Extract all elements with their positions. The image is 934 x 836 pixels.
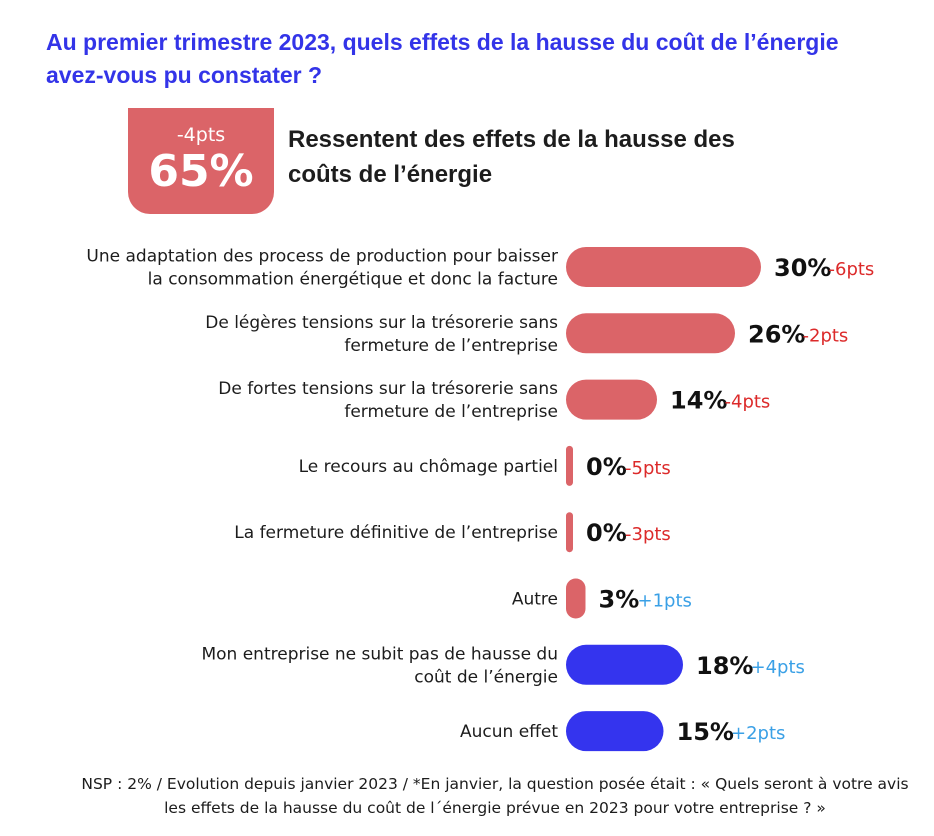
bar <box>566 512 573 553</box>
bar <box>566 379 657 420</box>
change-label: -3pts <box>625 524 671 545</box>
value-label: 0% <box>586 519 627 547</box>
bar <box>566 644 683 685</box>
category-label: Le recours au chômage partiel <box>299 457 558 477</box>
category-label: Mon entreprise ne subit pas de hausse du… <box>201 644 558 687</box>
summary-value: 65% <box>148 146 254 197</box>
value-label: 30% <box>774 254 831 282</box>
summary-text: Ressentent des effets de la hausse des c… <box>288 126 735 188</box>
bar <box>566 578 586 619</box>
category-label: De légères tensions sur la trésorerie sa… <box>205 313 558 356</box>
bar <box>566 445 573 486</box>
value-label: 14% <box>670 387 727 415</box>
category-label: Aucun effet <box>460 722 558 742</box>
value-label: 26% <box>748 320 805 348</box>
value-label: 15% <box>677 718 734 746</box>
bar-chart: Une adaptation des process de production… <box>86 247 875 752</box>
change-label: -2pts <box>803 325 849 346</box>
value-label: 18% <box>696 652 753 680</box>
value-label: 3% <box>599 586 640 614</box>
change-label: +4pts <box>751 657 805 678</box>
summary-change: -4pts <box>176 124 226 146</box>
change-label: -5pts <box>625 458 671 479</box>
category-label: Une adaptation des process de production… <box>86 247 558 290</box>
footnote: NSP : 2% / Evolution depuis janvier 2023… <box>81 775 909 817</box>
bar <box>566 313 735 354</box>
change-label: -6pts <box>829 259 875 280</box>
change-label: -4pts <box>725 392 771 413</box>
value-label: 0% <box>586 453 627 481</box>
category-label: Autre <box>512 590 558 610</box>
change-label: +2pts <box>731 723 785 744</box>
bar <box>566 711 664 752</box>
chart-title: Au premier trimestre 2023, quels effets … <box>46 29 839 88</box>
change-label: +1pts <box>638 591 692 612</box>
summary-badge: -4pts 65% <box>128 108 274 214</box>
bar <box>566 247 761 287</box>
category-label: La fermeture définitive de l’entreprise <box>234 523 558 543</box>
category-label: De fortes tensions sur la trésorerie san… <box>218 379 558 422</box>
